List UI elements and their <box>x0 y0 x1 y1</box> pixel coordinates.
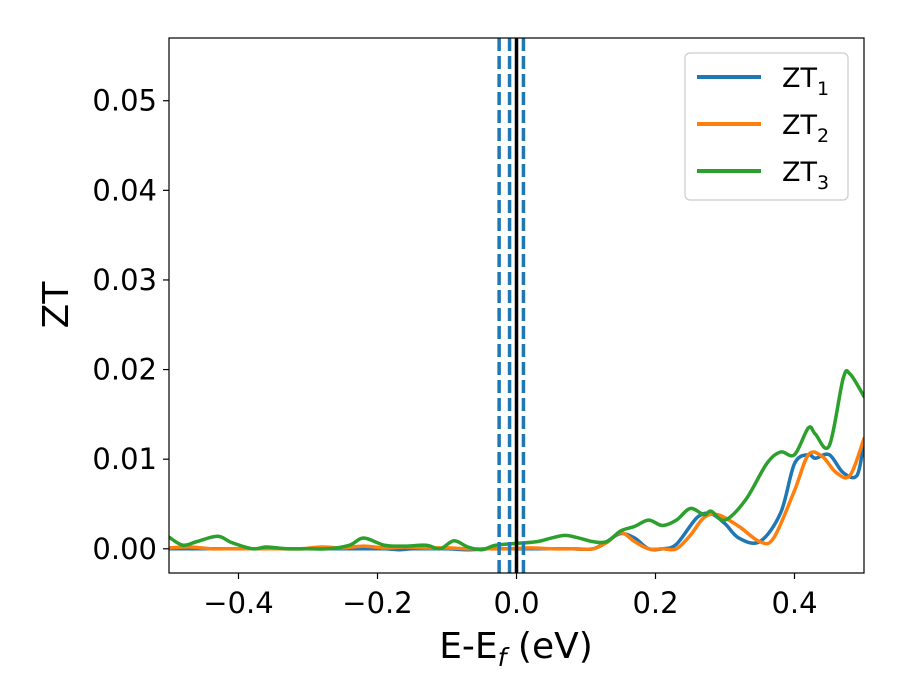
x-ticks: −0.4 −0.2 0.0 0.2 0.4 <box>203 573 818 620</box>
legend-label-zt3: ZT3 <box>782 157 829 194</box>
y-tick-label: 0.00 <box>92 532 157 566</box>
x-axis-label: E-Ef (eV) <box>439 626 593 672</box>
y-tick-label: 0.04 <box>92 173 157 207</box>
legend-box <box>684 52 849 201</box>
y-tick-label: 0.01 <box>92 442 157 476</box>
x-tick-label: 0.2 <box>632 586 678 620</box>
y-axis-label: ZT <box>36 281 77 329</box>
x-tick-label: −0.2 <box>342 586 412 620</box>
x-tick-label: 0.4 <box>771 586 817 620</box>
legend-label-zt2: ZT2 <box>782 110 829 147</box>
vertical-lines-layer <box>497 38 526 573</box>
x-tick-label: 0.0 <box>493 586 539 620</box>
y-ticks: 0.00 0.01 0.02 0.03 0.04 0.05 <box>92 84 169 566</box>
y-tick-label: 0.02 <box>92 353 157 387</box>
series-layer <box>169 368 864 552</box>
x-tick-label: −0.4 <box>203 586 273 620</box>
y-tick-label: 0.05 <box>92 84 157 118</box>
series-line-zt3 <box>169 368 864 552</box>
legend: ZT1 ZT2 ZT3 <box>684 52 849 201</box>
y-tick-label: 0.03 <box>92 263 157 297</box>
legend-label-zt1: ZT1 <box>782 63 829 100</box>
